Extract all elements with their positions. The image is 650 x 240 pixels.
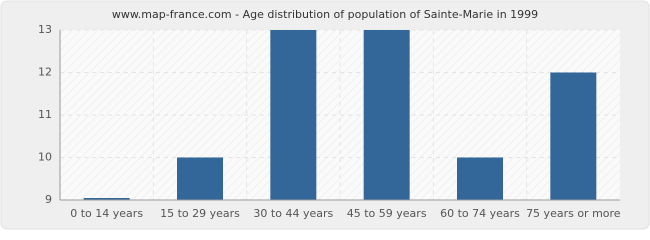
bar bbox=[457, 157, 503, 200]
bar bbox=[363, 30, 410, 200]
x-tick-label: 60 to 74 years bbox=[440, 207, 520, 220]
chart: www.map-france.com - Age distribution of… bbox=[0, 0, 650, 230]
x-tick-label: 75 years or more bbox=[526, 207, 621, 220]
y-tick-label: 9 bbox=[45, 193, 52, 206]
x-tick-label: 30 to 44 years bbox=[253, 207, 333, 220]
bar bbox=[270, 30, 317, 200]
y-tick-label: 12 bbox=[38, 66, 52, 79]
bar bbox=[83, 198, 130, 200]
y-tick-label: 10 bbox=[38, 151, 52, 164]
chart-title: www.map-france.com - Age distribution of… bbox=[112, 8, 538, 21]
x-tick-label: 0 to 14 years bbox=[70, 207, 143, 220]
y-tick-label: 11 bbox=[38, 108, 52, 121]
x-tick-label: 45 to 59 years bbox=[347, 207, 427, 220]
bar bbox=[550, 72, 597, 200]
bar bbox=[177, 157, 223, 200]
y-tick-label: 13 bbox=[38, 23, 52, 36]
x-tick-label: 15 to 29 years bbox=[160, 207, 240, 220]
